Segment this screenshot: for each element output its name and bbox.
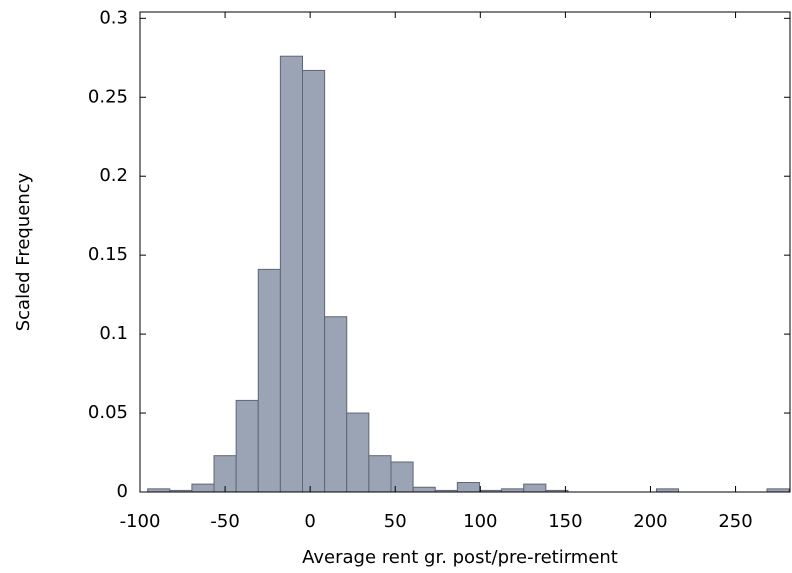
- bar: [191, 483, 215, 493]
- y-tick-label: 0.25: [88, 86, 128, 107]
- y-tick-label: 0.15: [88, 244, 128, 265]
- plot-frame: [139, 11, 791, 493]
- y-tick-label: 0.3: [99, 7, 128, 28]
- bar: [235, 399, 259, 493]
- bar: [412, 486, 436, 493]
- y-tick-label: 0.05: [88, 402, 128, 423]
- bar: [279, 55, 303, 493]
- y-tick-label: 0: [117, 481, 128, 502]
- x-tick-label: 250: [718, 511, 752, 532]
- x-tick-label: -100: [120, 511, 161, 532]
- x-tick-label: 0: [304, 511, 315, 532]
- y-axis-label: Scaled Frequency: [13, 172, 34, 331]
- bar: [456, 482, 480, 493]
- bar: [523, 483, 547, 493]
- x-tick-label: 100: [463, 511, 497, 532]
- bar: [302, 69, 326, 493]
- x-tick-label: -50: [210, 511, 239, 532]
- bar: [390, 461, 414, 493]
- x-tick-label: 200: [633, 511, 667, 532]
- x-tick-label: 50: [384, 511, 407, 532]
- x-axis-label: Average rent gr. post/pre-retirment: [302, 547, 618, 568]
- y-tick-label: 0.1: [99, 323, 128, 344]
- y-tick-label: 0.2: [99, 165, 128, 186]
- bar: [346, 412, 370, 493]
- bar: [368, 455, 392, 493]
- x-tick-label: 150: [548, 511, 582, 532]
- bar: [257, 268, 281, 493]
- bar: [324, 316, 348, 493]
